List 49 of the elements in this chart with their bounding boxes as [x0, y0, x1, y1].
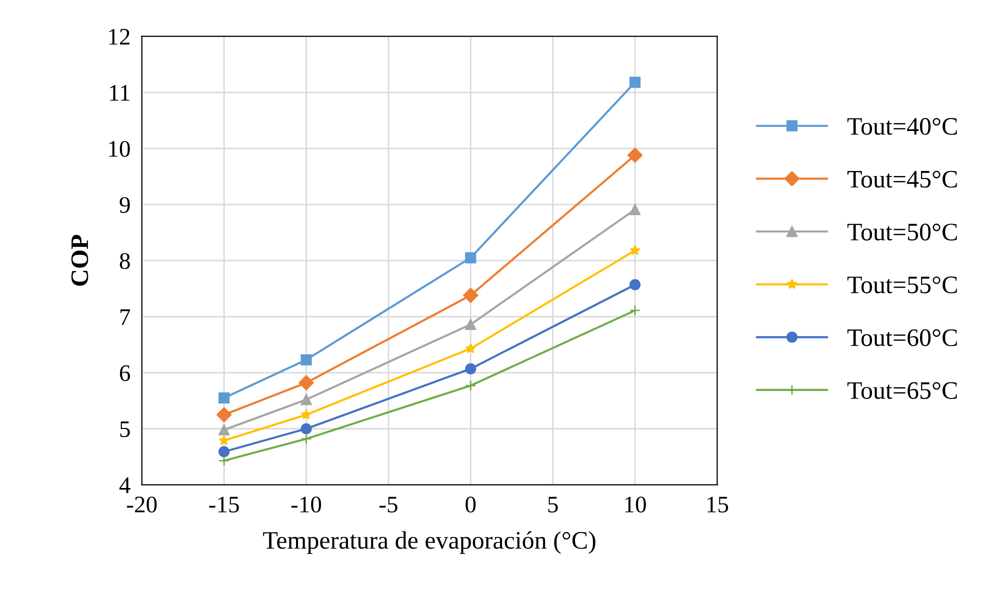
point: [465, 252, 476, 264]
x-tick-label: -15: [209, 496, 239, 513]
point: [300, 433, 312, 444]
point: [465, 318, 476, 330]
legend-label: Tout=45°C: [847, 170, 957, 188]
legend-label: Tout=50°C: [847, 224, 957, 240]
point: [218, 424, 230, 436]
y-axis-title: COP: [71, 234, 88, 286]
legend-label: Tout=65°C: [847, 382, 957, 399]
y-tick-label: 6: [120, 365, 130, 382]
y-tick-label: 12: [109, 28, 130, 45]
y-tick-label: 4: [119, 477, 130, 493]
y-tick-label: 11: [110, 85, 130, 101]
x-tick-label: 15: [707, 496, 728, 513]
x-tick-label: -10: [291, 496, 322, 513]
legend-label: Tout=55°C: [847, 276, 957, 294]
point: [218, 434, 230, 446]
point: [629, 204, 641, 216]
point: [300, 423, 312, 434]
y-tick-label: 10: [109, 140, 130, 157]
point: [465, 343, 476, 354]
point: [300, 394, 312, 406]
y-tick-label: 8: [120, 253, 130, 270]
x-tick-label: 0: [466, 496, 476, 513]
point: [218, 392, 230, 404]
point: [216, 407, 232, 422]
point: [630, 244, 640, 256]
point: [465, 363, 476, 374]
x-tick-label: 10: [625, 496, 646, 513]
point: [629, 279, 641, 290]
x-tick-label: -20: [127, 496, 157, 513]
y-tick-label: 5: [120, 421, 130, 438]
y-tick-label: 9: [120, 197, 130, 213]
x-tick-label: -5: [379, 496, 398, 513]
point: [627, 148, 643, 163]
x-tick-label: 5: [548, 496, 558, 513]
point: [463, 288, 478, 303]
point: [629, 304, 641, 316]
point: [218, 455, 230, 466]
legend-label: Tout=60°C: [847, 329, 957, 346]
point: [298, 375, 314, 390]
point: [629, 76, 641, 88]
point: [465, 380, 476, 392]
point: [218, 446, 230, 458]
point: [300, 409, 312, 420]
x-axis-title: Temperatura de evaporación (°C): [263, 531, 596, 554]
point: [300, 354, 312, 366]
legend-label: Tout=40°C: [847, 118, 957, 135]
y-tick-label: 7: [120, 309, 130, 325]
